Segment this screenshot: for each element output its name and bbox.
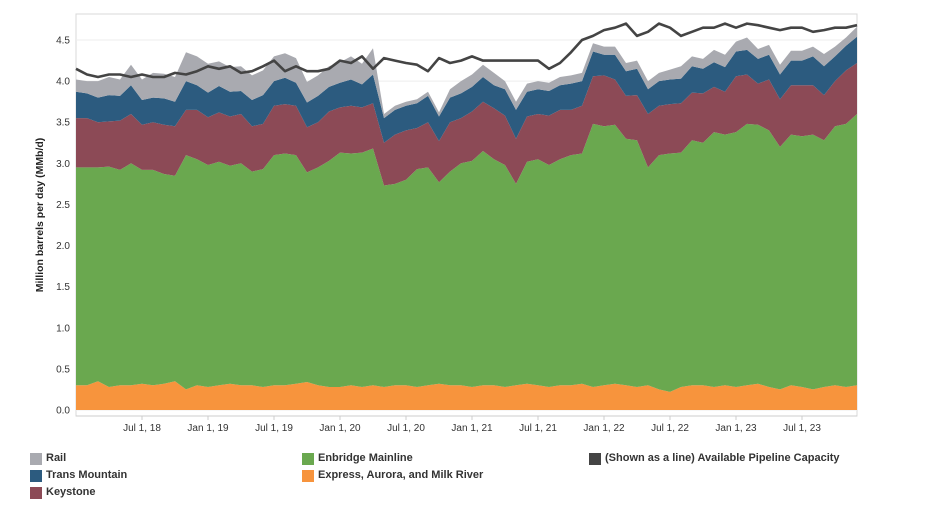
x-tick-label: Jan 1, 20 [319,423,361,434]
x-tick-label: Jan 1, 21 [451,423,493,434]
area-trans-mountain [76,36,857,143]
legend-swatch [302,453,314,465]
legend-label: (Shown as a line) Available Pipeline Cap… [605,452,840,464]
area-express-aurora-and-milk-river [76,381,857,410]
x-tick-label: Jan 1, 23 [715,423,757,434]
area-keystone [76,63,857,186]
y-tick-label: 3.0 [56,159,70,170]
x-tick-label: Jul 1, 20 [387,423,425,434]
y-tick-label: 1.5 [56,282,70,293]
y-tick-label: 3.5 [56,118,70,129]
x-tick-label: Jul 1, 18 [123,423,161,434]
legend-label: Trans Mountain [46,469,128,481]
legend-swatch [30,487,42,499]
x-axis-ticks: Jul 1, 18 Jan 1, 19 Jul 1, 19 Jan 1, 20 Jul … [123,416,821,434]
y-tick-label: 1.0 [56,323,70,334]
legend-swatch [302,470,314,482]
capacity-line-group [75,22,858,79]
legend-label: Keystone [46,486,96,498]
legend-swatch [30,453,42,465]
y-tick-label: 0.5 [56,364,70,375]
y-tick-label: 4.0 [56,77,70,88]
area-series [76,26,857,410]
capacity-line [75,22,858,79]
legend-label: Express, Aurora, and Milk River [318,469,484,481]
area-rail [76,26,857,119]
x-tick-label: Jul 1, 21 [519,423,557,434]
legend-swatch [589,453,601,465]
x-tick-label: Jan 1, 22 [583,423,625,434]
area-enbridge-mainline [76,114,857,392]
y-axis-label: Million barrels per day (MMb/d) [34,138,46,293]
y-tick-label: 4.5 [56,36,70,47]
legend-label: Enbridge Mainline [318,452,413,464]
y-tick-label: 2.5 [56,200,70,211]
y-tick-label: 0.0 [56,406,70,417]
legend-label: Rail [46,452,67,464]
x-tick-label: Jul 1, 19 [255,423,293,434]
x-tick-label: Jan 1, 19 [187,423,229,434]
x-tick-label: Jul 1, 22 [651,423,689,434]
y-tick-label: 2.0 [56,241,70,252]
y-axis-ticks: 0.0 0.5 1.0 1.5 2.0 2.5 3.0 3.5 4.0 4.5 [56,36,70,417]
legend-swatch [30,470,42,482]
x-tick-label: Jul 1, 23 [783,423,821,434]
